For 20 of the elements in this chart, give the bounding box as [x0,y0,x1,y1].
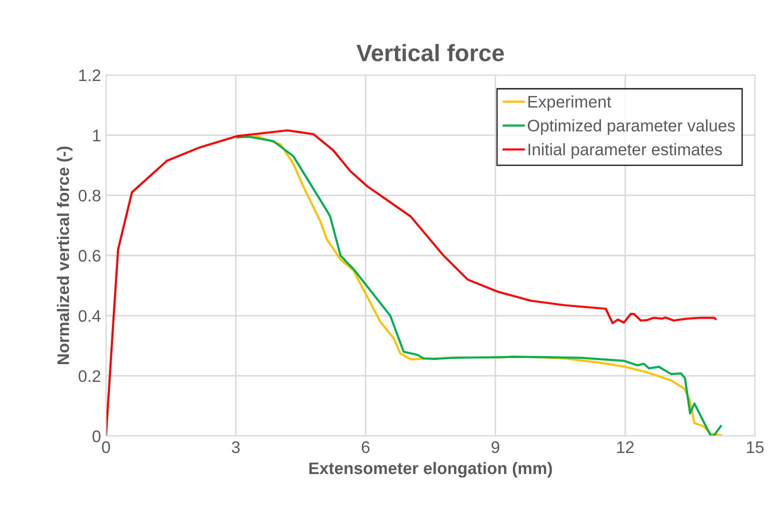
chart-title: Vertical force [356,44,504,62]
x-tick-label: 6 [362,441,370,454]
y-tick-label: 0.2 [78,370,100,382]
x-axis-title: Extensometer elongation (mm) [309,462,552,478]
x-tick-label: 3 [232,441,240,454]
legend-label: Optimized parameter values [528,119,735,135]
y-tick-label: 0.4 [78,310,101,322]
y-tick-label: 0.6 [78,250,100,262]
x-tick-label: 0 [102,441,110,454]
line-series [236,136,722,436]
y-tick-label: 1 [93,130,100,142]
y-axis-title: Normalized vertical force (-) [56,146,72,364]
y-tick-label: 0.8 [78,190,100,202]
x-tick-label: 9 [492,441,500,454]
y-tick-label: 1.2 [79,69,100,82]
legend-label: Initial parameter estimates [528,143,722,159]
y-tick-label: 0 [92,430,100,442]
legend-label: Experiment [528,95,612,111]
x-tick-label: 15 [747,441,764,454]
x-tick-label: 12 [617,441,634,453]
